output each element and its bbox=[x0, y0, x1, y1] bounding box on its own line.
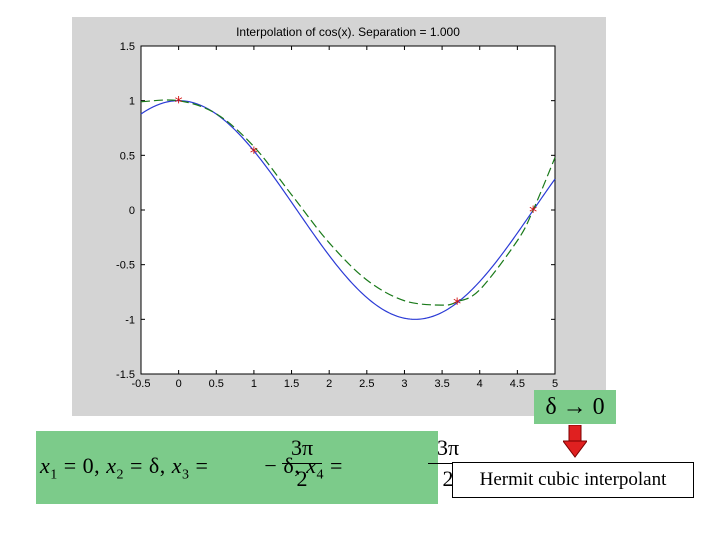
y-tick-label: 0 bbox=[129, 205, 135, 217]
y-tick-label: 1.5 bbox=[120, 41, 135, 53]
formula-mid: − δ, bbox=[258, 453, 307, 478]
delta-limit-label: δ → 0 bbox=[545, 393, 605, 420]
x-tick-label: 3 bbox=[401, 378, 407, 390]
formula-sub3: 3 bbox=[182, 467, 190, 483]
fraction-3pi-over-2-b: 3π 2 bbox=[428, 435, 468, 492]
hermit-label-box: Hermit cubic interpolant bbox=[452, 462, 694, 498]
hermit-label: Hermit cubic interpolant bbox=[479, 469, 667, 490]
formula-eq0: = 0, bbox=[57, 453, 107, 478]
y-tick-label: 1 bbox=[129, 96, 135, 108]
formula-x3: x bbox=[171, 453, 182, 478]
formula-sub4: 4 bbox=[316, 467, 324, 483]
fraction-3pi-over-2-a: 3π 2 bbox=[282, 435, 322, 492]
formula-eq4: = bbox=[323, 453, 343, 478]
formula-box: x1 = 0, x2 = δ, x3 = − δ, x4 = 3π 2 3π 2 bbox=[36, 431, 468, 504]
x-tick-label: 0 bbox=[176, 378, 182, 390]
y-tick-label: -1.5 bbox=[116, 369, 135, 381]
data-point-marker: * bbox=[529, 202, 537, 221]
fraction-numerator: 3π bbox=[290, 435, 314, 460]
formula-eq-delta: = δ, bbox=[123, 453, 172, 478]
formula-x2: x bbox=[106, 453, 117, 478]
delta-limit-box: δ → 0 bbox=[534, 390, 616, 424]
x-tick-label: 4.5 bbox=[510, 378, 525, 390]
x-tick-label: 5 bbox=[552, 378, 558, 390]
x-tick-label: 1 bbox=[251, 378, 257, 390]
formula-x4: x bbox=[306, 453, 317, 478]
fraction-denominator: 2 bbox=[442, 466, 454, 491]
x-tick-label: 3.5 bbox=[434, 378, 449, 390]
y-tick-label: -1 bbox=[125, 314, 135, 326]
formula-sub1: 1 bbox=[50, 467, 58, 483]
data-point-marker: * bbox=[453, 294, 461, 313]
x-tick-label: 4 bbox=[477, 378, 483, 390]
y-tick-label: 0.5 bbox=[120, 150, 135, 162]
chart-title: Interpolation of cos(x). Separation = 1.… bbox=[236, 25, 460, 39]
x-tick-label: 0.5 bbox=[209, 378, 224, 390]
x-tick-label: 1.5 bbox=[284, 378, 299, 390]
fraction-numerator: 3π bbox=[436, 435, 460, 460]
down-arrow-icon bbox=[563, 425, 587, 458]
formula-line: x1 = 0, x2 = δ, x3 = − δ, x4 = bbox=[40, 453, 343, 483]
x-tick-label: -0.5 bbox=[132, 378, 151, 390]
series-interpolant-line bbox=[140, 99, 556, 306]
formula-sub2: 2 bbox=[116, 467, 124, 483]
plot-svg: Interpolation of cos(x). Separation = 1.… bbox=[116, 25, 558, 390]
data-point-marker: * bbox=[250, 143, 258, 162]
x-tick-label: 2.5 bbox=[359, 378, 374, 390]
data-point-marker: * bbox=[175, 93, 183, 112]
x-tick-label: 2 bbox=[326, 378, 332, 390]
formula-x1: x bbox=[40, 453, 51, 478]
fraction-denominator: 2 bbox=[296, 466, 308, 491]
formula-eq3: = bbox=[189, 453, 215, 478]
matlab-figure: Interpolation of cos(x). Separation = 1.… bbox=[72, 17, 606, 416]
y-tick-label: -0.5 bbox=[116, 260, 135, 272]
axes-box bbox=[140, 45, 556, 375]
